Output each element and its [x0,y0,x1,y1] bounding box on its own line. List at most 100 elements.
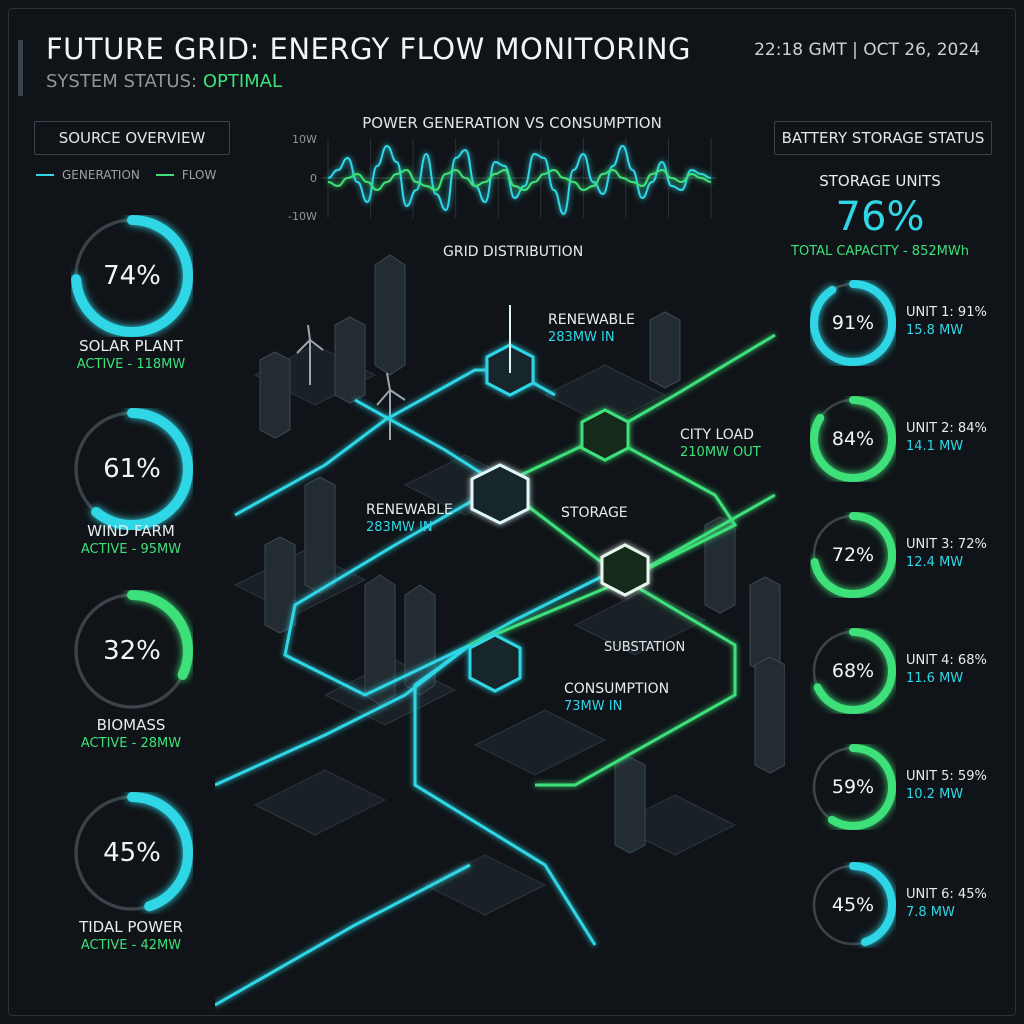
battery-storage-header: BATTERY STORAGE STATUS [774,121,992,155]
source-status: ACTIVE - 28MW [80,736,182,751]
y-tick-bottom: -10W [288,210,317,223]
battery-unit-name: UNIT 3: 72% [906,537,987,552]
source-name: BIOMASS [96,716,166,734]
gauge-fill [810,862,896,948]
title-accent-bar [18,40,23,96]
battery-unit-gauge-2: 84% [810,396,896,482]
source-status: ACTIVE - 95MW [80,542,182,557]
wind-turbines [296,324,406,440]
dashboard-frame [8,8,1016,1016]
chart-title: POWER GENERATION VS CONSUMPTION [362,114,662,132]
battery-unit-percent: 68% [831,660,875,682]
battery-unit-percent: 45% [831,894,875,916]
gauge-fill [71,215,193,337]
y-tick-zero: 0 [310,172,317,185]
battery-unit-label: UNIT 2: 84% 14.1 MW [906,420,987,456]
battery-unit-gauge-5: 59% [810,744,896,830]
source-gauge-percent: 32% [103,636,161,666]
battery-unit-gauge-1: 91% [810,280,896,366]
source-gauge-solar-plant: 74% [71,215,193,337]
source-gauge-percent: 74% [103,261,161,291]
gauge-fill [810,396,896,482]
battery-unit-name: UNIT 1: 91% [906,305,987,320]
city-load-value: 210MW OUT [680,445,761,460]
buildings [259,254,785,854]
battery-unit-label: UNIT 1: 91% 15.8 MW [906,304,987,340]
gauge-fill [71,408,193,530]
storage-units-title: STORAGE UNITS [819,172,941,190]
source-overview-header: SOURCE OVERVIEW [34,121,230,155]
renewable-mid-name: RENEWABLE [366,502,453,518]
consumption-label: CONSUMPTION 73MW IN [564,681,669,715]
flow-series-line [327,168,712,192]
battery-unit-mw: 10.2 MW [906,787,964,802]
source-status: ACTIVE - 118MW [76,357,186,372]
generation-series-line [327,144,712,216]
battery-unit-label: UNIT 3: 72% 12.4 MW [906,536,987,572]
battery-unit-mw: 15.8 MW [906,323,964,338]
battery-unit-mw: 11.6 MW [906,671,964,686]
source-name: TIDAL POWER [79,918,183,936]
source-status: ACTIVE - 42MW [80,938,182,953]
datetime-readout: 22:18 GMT | OCT 26, 2024 [754,40,980,60]
storage-total-percent: 76% [835,194,925,240]
legend-generation: GENERATION [62,168,140,182]
battery-unit-mw: 7.8 MW [906,905,955,920]
battery-unit-name: UNIT 4: 68% [906,653,987,668]
battery-unit-gauge-4: 68% [810,628,896,714]
renewable-top-name: RENEWABLE [548,312,635,328]
gauge-fill [810,744,896,830]
battery-unit-mw: 12.4 MW [906,555,964,570]
gauge-fill [810,628,896,714]
source-gauge-tidal-power: 45% [71,792,193,914]
source-gauge-biomass: 32% [71,590,193,712]
flow-swatch [155,174,174,176]
page-title: FUTURE GRID: ENERGY FLOW MONITORING [46,32,692,66]
storage-total-capacity: TOTAL CAPACITY - 852MWh [791,244,969,259]
y-tick-top: 10W [292,133,317,146]
generation-swatch [36,174,54,176]
renewable-top-value: 283MW IN [548,330,615,345]
battery-unit-label: UNIT 6: 45% 7.8 MW [906,886,987,922]
source-name: WIND FARM [87,522,175,540]
substation-node[interactable] [600,543,650,597]
system-status-prefix: SYSTEM STATUS: [46,71,198,92]
source-gauge-percent: 45% [103,838,161,868]
consumption-value: 73MW IN [564,699,623,714]
city-load-label: CITY LOAD 210MW OUT [680,427,761,461]
gauge-fill [810,280,896,366]
battery-unit-percent: 91% [831,312,875,334]
gauge-fill [71,590,193,712]
consumption-name: CONSUMPTION [564,681,670,697]
cyan-flow-lines [215,368,616,1007]
grid-map [215,254,785,1007]
battery-unit-percent: 84% [831,428,875,450]
battery-unit-percent: 72% [831,544,875,566]
battery-unit-name: UNIT 6: 45% [906,887,987,902]
battery-unit-label: UNIT 5: 59% 10.2 MW [906,768,987,804]
city-load-node[interactable] [580,408,630,462]
power-line-chart [322,138,717,218]
system-status: SYSTEM STATUS: OPTIMAL [46,71,282,92]
battery-unit-name: UNIT 2: 84% [906,421,987,436]
gauge-fill [71,792,193,914]
battery-unit-gauge-6: 45% [810,862,896,948]
legend-flow: FLOW [181,168,217,182]
system-status-value: OPTIMAL [202,71,283,92]
battery-unit-label: UNIT 4: 68% 11.6 MW [906,652,987,688]
source-gauge-percent: 61% [103,454,161,484]
battery-unit-percent: 59% [831,776,875,798]
consumption-node[interactable] [468,633,522,693]
grid-distribution-title: GRID DISTRIBUTION [443,244,584,260]
battery-unit-mw: 14.1 MW [906,439,964,454]
renewable-mid-label: RENEWABLE 283MW IN [366,502,453,536]
city-load-name: CITY LOAD [680,427,754,443]
battery-unit-name: UNIT 5: 59% [906,769,987,784]
source-legend: GENERATION FLOW [36,168,216,182]
grid-nodes [468,305,650,693]
source-name: SOLAR PLANT [79,337,183,355]
battery-unit-gauge-3: 72% [810,512,896,598]
substation-label: SUBSTATION [604,640,686,655]
storage-node[interactable] [470,463,530,525]
source-gauge-wind-farm: 61% [71,408,193,530]
